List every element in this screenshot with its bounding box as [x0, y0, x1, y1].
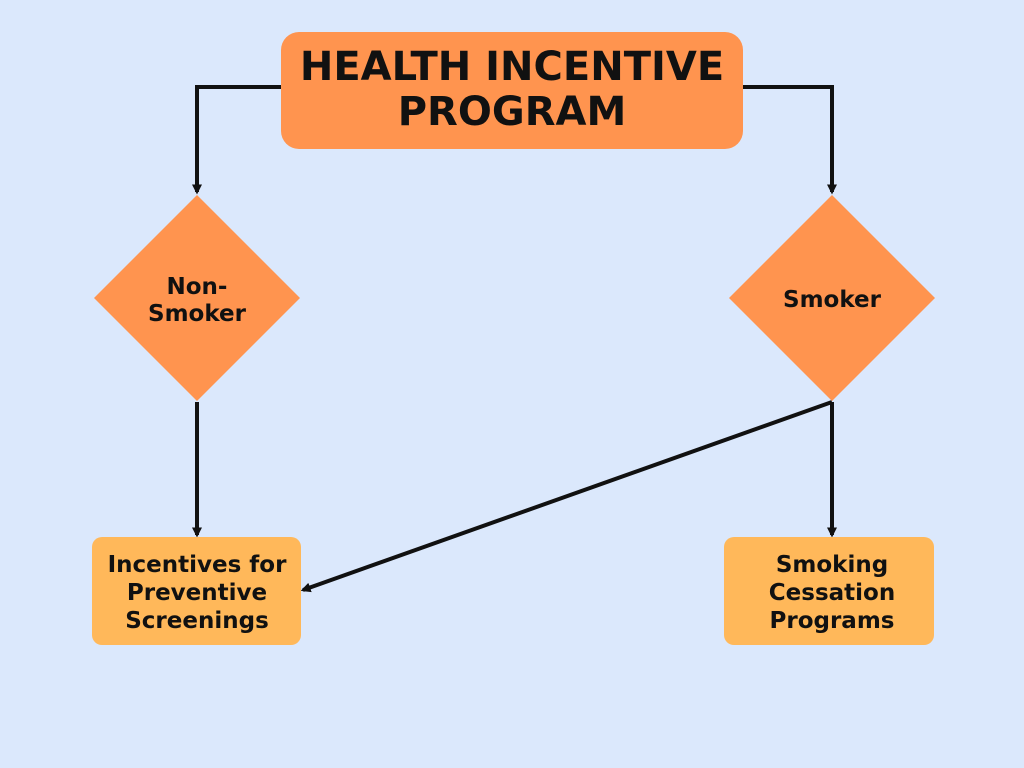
edge-title-to-smoker [743, 85, 837, 195]
cessation-label-line-3: Programs [770, 608, 895, 634]
non-smoker-label-line-1: Non- [167, 274, 228, 300]
title-line-1: HEALTH INCENTIVE [300, 44, 724, 90]
outcome-smoking-cessation: Smoking Cessation Programs [724, 537, 934, 645]
preventive-label-line-3: Screenings [125, 608, 269, 634]
non-smoker-diamond [94, 195, 300, 401]
smoker-label: Smoker [783, 287, 882, 313]
preventive-box [92, 537, 301, 645]
preventive-label-line-2: Preventive [127, 580, 267, 606]
cessation-label-line-2: Cessation [769, 580, 895, 606]
non-smoker-label-line-2: Smoker [148, 301, 247, 327]
decision-smoker: Smoker [729, 195, 935, 401]
smoker-diamond [729, 195, 935, 401]
preventive-label-line-1: Incentives for [108, 552, 288, 578]
edge-smoker-to-preventive [300, 400, 833, 593]
cessation-label-line-1: Smoking [776, 552, 888, 578]
title-box [281, 32, 743, 149]
title-node: HEALTH INCENTIVE PROGRAM [281, 32, 743, 149]
title-line-2: PROGRAM [398, 89, 627, 135]
outcome-preventive-screenings: Incentives for Preventive Screenings [92, 537, 301, 645]
cessation-box [724, 537, 934, 645]
edge-title-to-non-smoker [192, 85, 281, 195]
decision-non-smoker: Non- Smoker [94, 195, 300, 401]
